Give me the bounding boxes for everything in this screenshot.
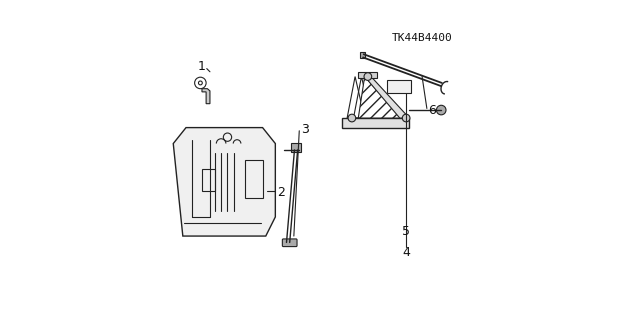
Text: 6: 6	[428, 104, 436, 116]
FancyBboxPatch shape	[387, 80, 411, 93]
Polygon shape	[342, 118, 410, 128]
FancyBboxPatch shape	[360, 52, 365, 58]
Text: TK44B4400: TK44B4400	[392, 33, 452, 43]
Text: 5: 5	[402, 225, 410, 238]
Text: 1: 1	[198, 61, 206, 73]
Polygon shape	[358, 77, 403, 118]
Polygon shape	[365, 77, 410, 118]
FancyBboxPatch shape	[282, 239, 297, 247]
Circle shape	[364, 73, 372, 80]
Circle shape	[403, 114, 410, 122]
FancyBboxPatch shape	[291, 143, 301, 152]
Text: 3: 3	[301, 123, 308, 136]
Polygon shape	[202, 89, 210, 104]
Text: 2: 2	[277, 187, 285, 199]
Circle shape	[436, 105, 446, 115]
Text: 4: 4	[402, 246, 410, 258]
Circle shape	[348, 114, 356, 122]
Polygon shape	[173, 128, 275, 236]
FancyBboxPatch shape	[358, 72, 378, 78]
